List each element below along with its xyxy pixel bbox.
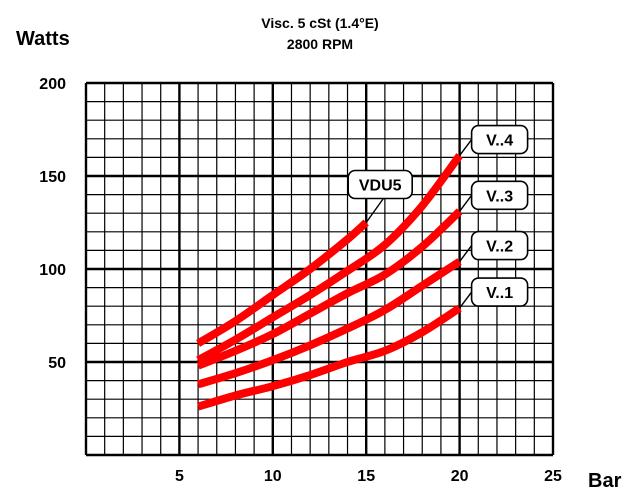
tick-labels: 5 10 15 20 25 50 100 150 200 xyxy=(39,76,562,485)
grid-major xyxy=(84,81,555,457)
series-line-v-2 xyxy=(196,258,462,389)
label-leader-line xyxy=(365,198,384,223)
y-tick-label: 100 xyxy=(39,262,66,279)
label-box xyxy=(470,124,529,155)
series-line-vdu5 xyxy=(196,219,369,347)
series-label-v-3: V..3 xyxy=(459,180,529,212)
x-tick-label: 20 xyxy=(451,468,469,485)
series-label-text: V..4 xyxy=(486,133,513,150)
label-box xyxy=(470,180,529,211)
label-leader-line xyxy=(459,291,473,309)
y-tick-label: 50 xyxy=(48,355,66,372)
x-tick-label: 10 xyxy=(264,468,282,485)
label-leader-line xyxy=(459,194,473,212)
label-leader-line xyxy=(459,139,473,156)
series-label-text: V..3 xyxy=(486,188,513,205)
y-axis-label: Watts xyxy=(16,28,70,50)
x-tick-label: 25 xyxy=(544,468,562,485)
label-leader-line xyxy=(459,245,473,262)
chart-subtitle: 2800 RPM xyxy=(287,36,353,52)
y-tick-label: 200 xyxy=(39,76,66,93)
x-tick-label: 5 xyxy=(175,468,184,485)
series-line-v-3 xyxy=(196,208,463,370)
series-labels: VDU5 V..4 V..3 V..2 V..1 xyxy=(347,124,529,309)
label-box xyxy=(470,277,529,307)
series-lines xyxy=(196,153,463,411)
series-label-v-4: V..4 xyxy=(459,124,529,156)
series-label-v-2: V..2 xyxy=(459,230,529,262)
chart-title: Visc. 5 cSt (1.4°E) xyxy=(261,15,378,31)
x-axis-label: Bar xyxy=(588,470,622,491)
series-label-text: VDU5 xyxy=(359,178,402,195)
label-box xyxy=(347,169,414,200)
series-line-v-4 xyxy=(196,153,463,364)
series-label-text: V..1 xyxy=(486,285,513,302)
y-tick-label: 150 xyxy=(39,169,66,186)
series-label-v-1: V..1 xyxy=(459,277,529,309)
series-label-vdu5: VDU5 xyxy=(347,169,414,223)
label-box xyxy=(470,230,529,261)
x-tick-label: 15 xyxy=(357,468,375,485)
series-line-v-1 xyxy=(196,304,462,411)
series-label-text: V..2 xyxy=(486,239,513,256)
